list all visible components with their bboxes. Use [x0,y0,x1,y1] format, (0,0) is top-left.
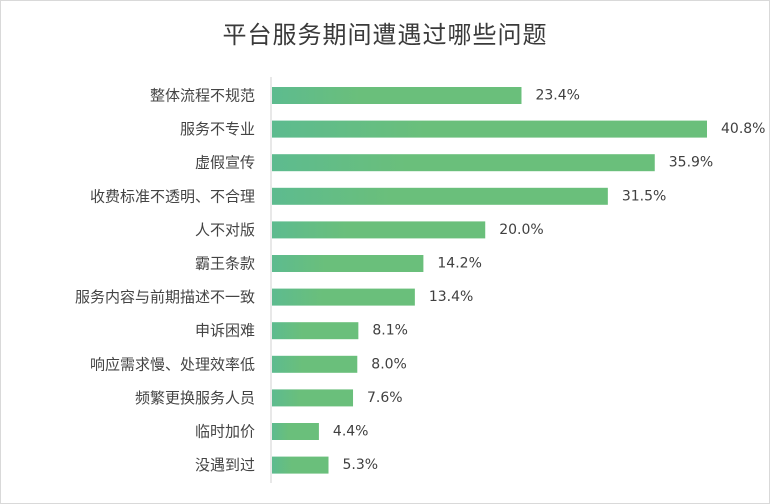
category-label-8: 申诉困难 [195,322,255,340]
category-label-6: 霸王条款 [195,255,255,273]
value-label-2: 40.8% [721,121,765,137]
bar-12 [272,456,329,474]
category-label-4: 收费标准不透明、不合理 [90,187,255,205]
bar-6 [272,255,424,272]
bar-7 [272,288,415,306]
category-label-7: 服务内容与前期描述不一致 [75,288,255,306]
value-label-7: 13.4% [429,289,473,305]
value-label-1: 23.4% [535,88,579,104]
value-label-4: 31.5% [622,188,666,204]
value-label-8: 8.1% [372,323,408,339]
value-label-9: 8.0% [371,356,407,372]
category-label-11: 临时加价 [195,423,255,441]
value-label-3: 35.9% [669,155,713,171]
category-label-9: 响应需求慢、处理效率低 [90,355,255,373]
value-label-10: 7.6% [367,390,403,406]
bar-1 [272,87,522,104]
category-label-2: 服务不专业 [180,120,255,138]
bar-4 [272,187,608,205]
bar-2 [272,120,707,138]
category-label-12: 没遇到过 [195,456,255,474]
chart-title: 平台服务期间遭遇过哪些问题 [222,21,548,49]
bar-10 [272,389,354,407]
value-label-12: 5.3% [343,457,379,473]
bar-9 [272,355,358,373]
bar-3 [272,154,655,172]
bars-group: 整体流程不规范 23.4% 服务不专业 40.8% 虚假宣传 35.9% 收费标准不透明、不… [75,87,766,475]
value-label-11: 4.4% [333,424,369,440]
bar-5 [272,221,486,239]
bar-8 [272,322,359,340]
category-label-1: 整体流程不规范 [150,87,255,105]
category-label-10: 频繁更换服务人员 [135,389,255,407]
bar-11 [272,423,319,440]
value-label-5: 20.0% [499,222,543,238]
category-label-5: 人不对版 [195,221,255,239]
category-label-3: 虚假宣传 [195,154,255,172]
value-label-6: 14.2% [437,256,481,272]
